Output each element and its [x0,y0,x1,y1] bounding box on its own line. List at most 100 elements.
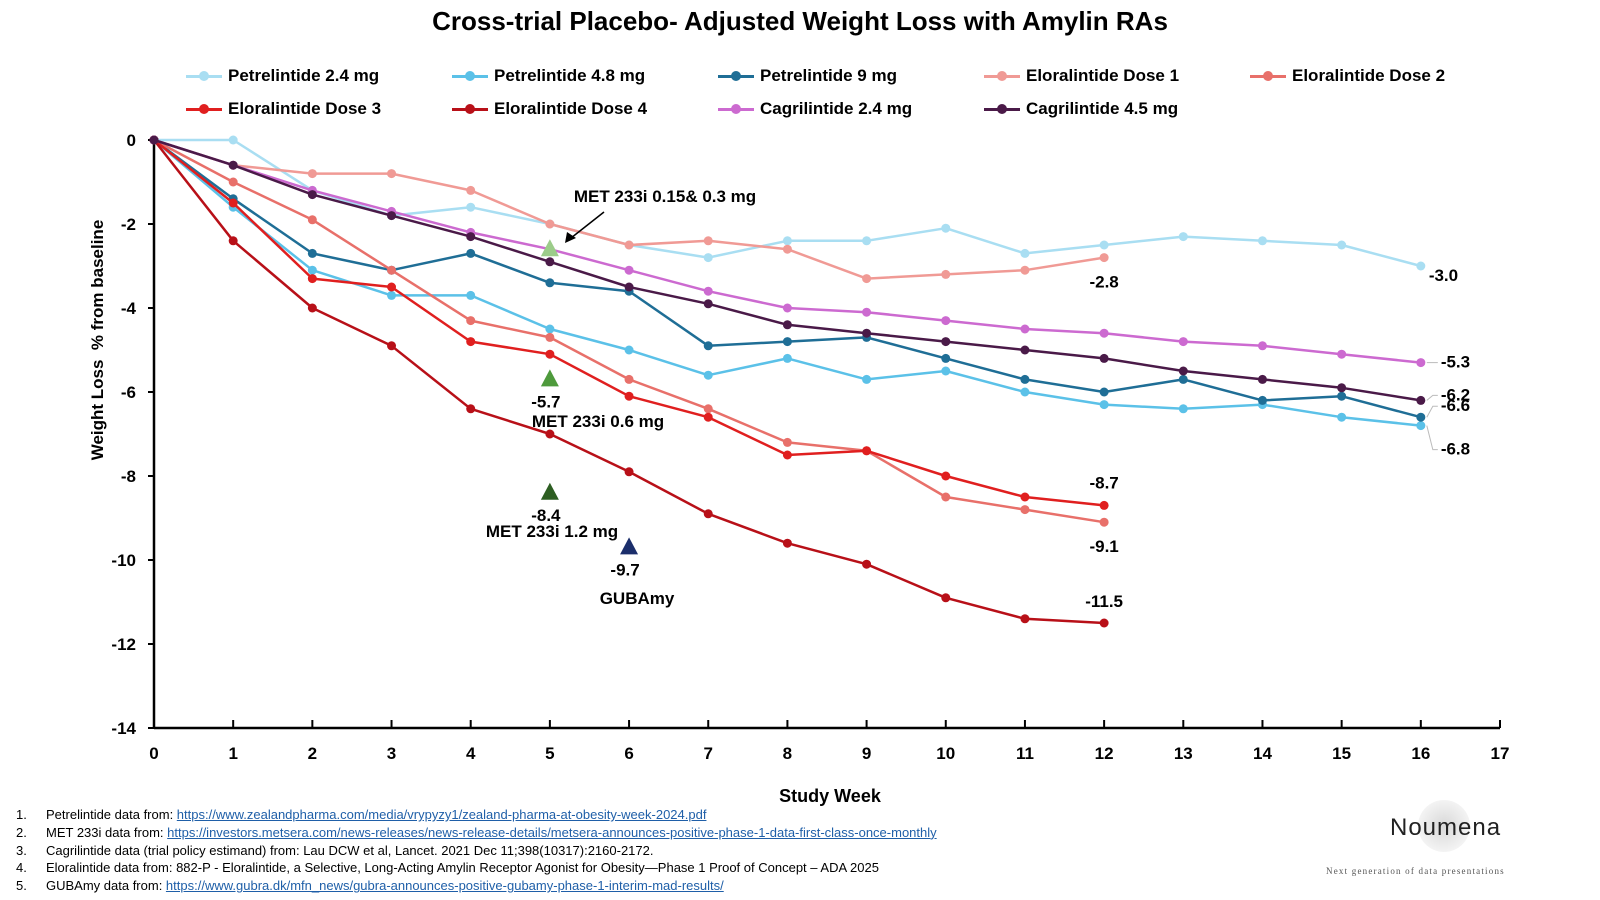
data-point [624,391,634,401]
data-point [387,169,397,179]
data-point [624,282,634,292]
data-point [387,282,397,292]
y-tick-label: -6 [121,383,136,402]
y-axis-label: Weight Loss % from baseline [88,219,107,461]
x-axis-label: Study Week [779,786,881,806]
data-point [466,248,476,258]
data-point [1020,324,1030,334]
footnote-source-text: Eloralintide data from: 882-P - Eloralin… [46,860,879,876]
marker-value-label: -5.7 [531,392,560,411]
data-point [703,509,713,519]
series-end-label: -5.3 [1441,353,1470,372]
data-point [703,299,713,309]
footnote: 4. Eloralintide data from: 882-P - Eloral… [16,859,1266,877]
data-point [307,169,317,179]
series-end-label: -6.2 [1441,385,1470,404]
legend-item: Cagrilintide 2.4 mg [718,97,912,121]
x-tick-label: 17 [1491,744,1510,763]
data-point [703,286,713,296]
footnote: 1. Petrelintide data from: https://www.ze… [16,806,1266,824]
data-point [1416,358,1426,368]
marker-name-label: MET 233i 1.2 mg [486,522,618,541]
data-point [1257,374,1267,384]
data-point [624,467,634,477]
legend-swatch [718,64,754,88]
x-tick-label: 3 [387,744,396,763]
series-end-label: -3.0 [1429,266,1458,285]
data-point [1178,374,1188,384]
data-point [624,345,634,355]
legend-label: Petrelintide 4.8 mg [494,66,646,85]
end-label-leader [1426,394,1438,401]
series-end-label: -2.8 [1089,273,1118,292]
data-point [228,236,238,246]
data-point [782,236,792,246]
data-point [1099,618,1109,628]
legend-swatch [452,64,488,88]
data-point [1337,240,1347,250]
y-tick-label: -2 [121,215,136,234]
data-point [941,316,951,326]
footnote: 3. Cagrilintide data (trial policy estima… [16,842,1266,860]
footnote-link[interactable]: https://www.gubra.dk/mfn_news/gubra-anno… [165,878,724,894]
plot-area: 0 1 2 3 4 5 6 7 8 9 10 11 12 13 14 15 16 170-2-4-6-8-10-1… [111,131,1510,763]
brand-logo-glow [1418,800,1470,852]
data-point [1020,374,1030,384]
data-point [1020,265,1030,275]
data-point [782,337,792,347]
data-point [1337,349,1347,359]
y-tick-label: -14 [111,719,136,738]
data-point [1337,383,1347,393]
footnote-source-text: MET 233i data from: [46,824,168,840]
x-tick-label: 11 [1016,744,1034,763]
data-point [941,471,951,481]
footnote-link[interactable]: https://www.zealandpharma.com/media/vryp… [176,807,707,822]
footnote-link[interactable]: https://investors.metsera.com/news-relea… [167,824,937,840]
data-point [1416,261,1426,271]
footnote-source-text: Cagrilintide data (trial policy estimand… [46,842,654,858]
data-point [862,559,872,569]
triangle-marker [540,482,559,500]
data-point [1020,345,1030,355]
data-point [782,450,792,460]
data-point [307,274,317,284]
marker-value-label: -8.4 [531,506,561,525]
data-point [307,248,317,258]
data-point [782,538,792,548]
data-point [1099,240,1109,250]
footnote: 5. GUBAmy data from: https://www.gubra.dk… [16,877,1266,895]
x-tick-label: 4 [466,744,476,763]
data-point [1099,253,1109,263]
data-point [387,265,397,275]
data-point [466,404,476,414]
legend-label: Cagrilintide 2.4 mg [760,99,913,118]
x-tick-label: 8 [783,744,792,763]
data-point [862,307,872,317]
legend-item: Eloralintide Dose 2 [1250,64,1445,88]
data-point [1099,328,1109,338]
data-point [862,274,872,284]
x-tick-label: 14 [1253,744,1272,763]
legend-swatch [1250,64,1286,88]
data-point [307,265,317,275]
data-point [862,328,872,338]
series-end-label: -9.1 [1089,537,1118,556]
data-point [545,332,555,342]
data-point [466,337,476,347]
marker-name-label: MET 233i 0.6 mg [532,412,664,431]
data-point [782,303,792,313]
data-point [545,324,555,334]
legend-label: Eloralintide Dose 2 [1292,66,1446,85]
data-point [228,160,238,170]
data-point [703,341,713,351]
data-point [1178,366,1188,376]
x-tick-label: 9 [862,744,871,763]
data-point [1257,395,1267,405]
data-point [703,412,713,422]
x-tick-label: 6 [624,744,633,763]
data-point [1020,614,1030,624]
series-end-label: -8.7 [1089,473,1118,492]
triangle-marker [620,537,639,555]
data-point [149,135,159,145]
annotation-arrow-head [565,232,576,243]
